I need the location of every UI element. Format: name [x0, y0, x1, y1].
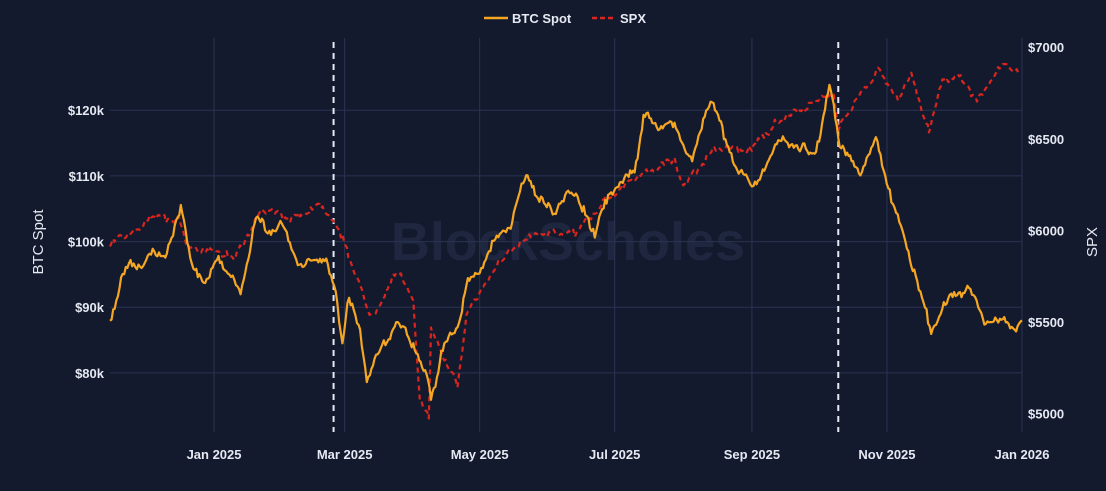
- x-tick-label: Jan 2026: [995, 447, 1050, 462]
- left-tick-label: $120k: [68, 103, 105, 118]
- right-tick-label: $6000: [1028, 223, 1064, 238]
- series-line-spx: [108, 62, 1021, 420]
- x-tick-label: Jul 2025: [589, 447, 640, 462]
- right-tick-label: $7000: [1028, 40, 1064, 55]
- grid-lines: [110, 38, 1023, 432]
- right-tick-label: $5500: [1028, 315, 1064, 330]
- x-tick-label: Sep 2025: [724, 447, 780, 462]
- x-tick-label: May 2025: [451, 447, 509, 462]
- right-axis-title: SPX: [1084, 227, 1101, 257]
- event-markers: [332, 42, 840, 432]
- left-tick-label: $100k: [68, 235, 105, 250]
- left-axis-title: BTC Spot: [30, 209, 47, 275]
- left-tick-label: $110k: [69, 169, 105, 184]
- legend-label: SPX: [620, 11, 646, 26]
- series-line-btc: [109, 83, 1023, 401]
- series-lines: [108, 62, 1023, 420]
- x-tick-label: Nov 2025: [858, 447, 915, 462]
- x-tick-label: Jan 2025: [187, 447, 242, 462]
- watermark: BlockScholes: [391, 212, 745, 272]
- right-tick-label: $6500: [1028, 132, 1064, 147]
- left-tick-label: $80k: [75, 366, 105, 381]
- right-tick-label: $5000: [1028, 407, 1064, 422]
- legend-label: BTC Spot: [512, 11, 572, 26]
- legend: BTC Spot SPX: [484, 11, 646, 26]
- left-tick-label: $90k: [75, 300, 105, 315]
- axis-ticks: Jan 2025 Mar 2025 May 2025 Jul 2025 Sep 2025…: [68, 40, 1064, 462]
- x-tick-label: Mar 2025: [317, 447, 373, 462]
